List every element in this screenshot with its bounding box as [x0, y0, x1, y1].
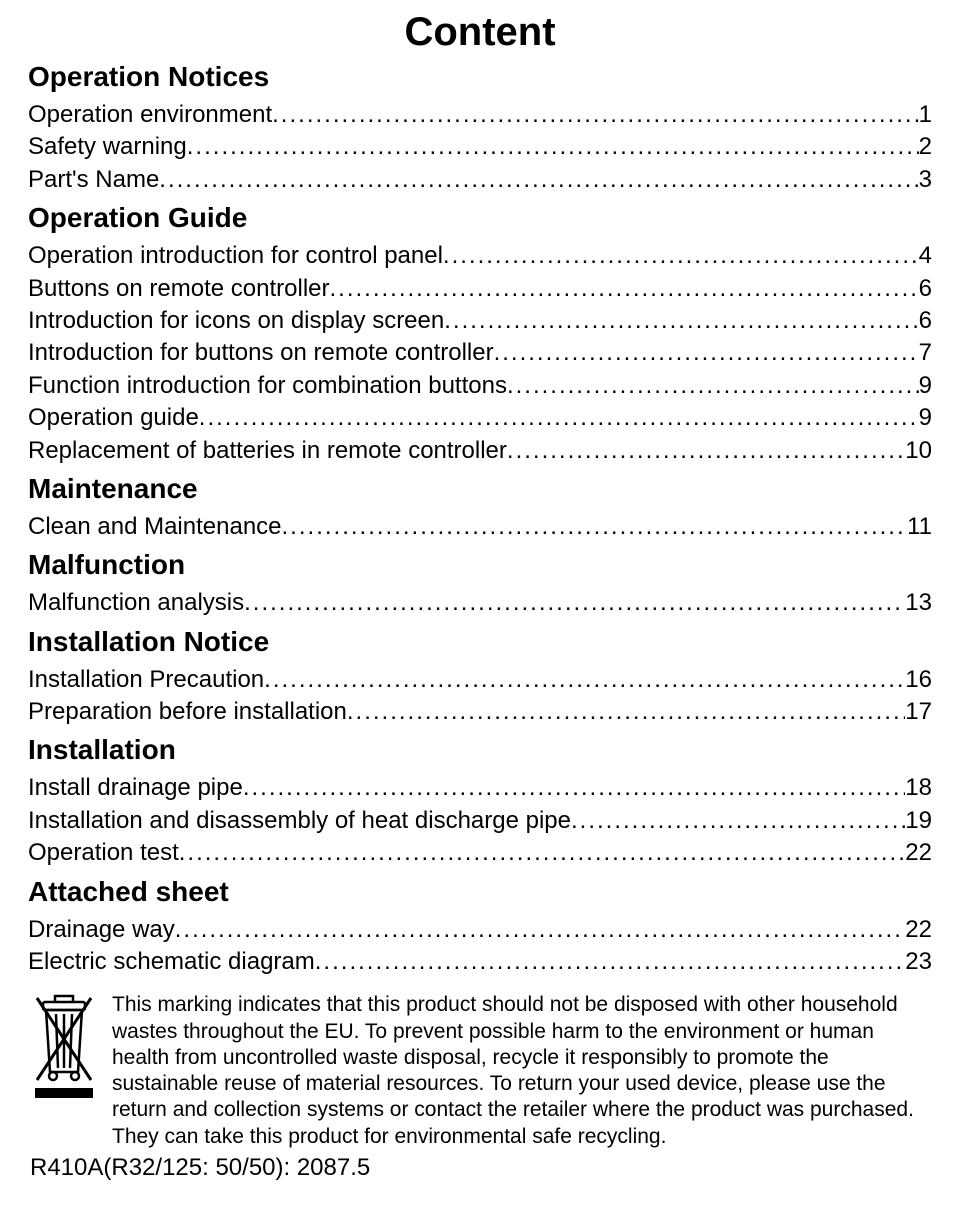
toc-leader	[443, 240, 919, 272]
toc-leader	[175, 914, 906, 946]
toc-page: 17	[905, 696, 932, 728]
toc-page: 9	[919, 370, 932, 402]
toc-page: 1	[919, 99, 932, 131]
toc-entry: Drainage way 22	[28, 914, 932, 946]
weee-notice-block: This marking indicates that this product…	[28, 992, 932, 1150]
toc-leader	[272, 99, 919, 131]
toc-leader	[571, 805, 905, 837]
section-heading: Malfunction	[28, 549, 932, 581]
section-heading: Installation	[28, 734, 932, 766]
toc-leader	[179, 837, 906, 869]
toc-entry: Operation test 22	[28, 837, 932, 869]
toc-page: 10	[905, 435, 932, 467]
toc-page: 6	[919, 273, 932, 305]
toc-label: Malfunction analysis	[28, 587, 244, 619]
toc-page: 11	[907, 511, 932, 543]
toc-leader	[282, 511, 908, 543]
toc-page: 6	[919, 305, 932, 337]
toc-leader	[264, 664, 905, 696]
toc-entry: Install drainage pipe 18	[28, 772, 932, 804]
toc-leader	[199, 402, 919, 434]
toc-label: Buttons on remote controller	[28, 273, 330, 305]
toc-page: 9	[919, 402, 932, 434]
toc-label: Operation guide	[28, 402, 199, 434]
toc-label: Replacement of batteries in remote contr…	[28, 435, 507, 467]
toc-page: 22	[905, 837, 932, 869]
toc-page: 2	[919, 131, 932, 163]
section-heading: Operation Notices	[28, 61, 932, 93]
toc-entry: Buttons on remote controller 6	[28, 273, 932, 305]
toc-label: Introduction for icons on display screen	[28, 305, 444, 337]
toc-entry: Malfunction analysis 13	[28, 587, 932, 619]
section-heading: Installation Notice	[28, 626, 932, 658]
toc-page: 22	[905, 914, 932, 946]
weee-icon	[28, 992, 100, 1102]
toc-leader	[243, 772, 905, 804]
toc-entry: Installation Precaution 16	[28, 664, 932, 696]
toc-page: 13	[905, 587, 932, 619]
toc-label: Operation test	[28, 837, 179, 869]
section-heading: Operation Guide	[28, 202, 932, 234]
toc-entry: Operation environment 1	[28, 99, 932, 131]
toc-label: Operation introduction for control panel	[28, 240, 443, 272]
toc-entry: Function introduction for combination bu…	[28, 370, 932, 402]
toc-entry: Replacement of batteries in remote contr…	[28, 435, 932, 467]
toc-entry: Electric schematic diagram 23	[28, 946, 932, 978]
page-title: Content	[28, 10, 932, 55]
toc-label: Preparation before installation	[28, 696, 347, 728]
toc-label: Clean and Maintenance	[28, 511, 282, 543]
toc-label: Installation and disassembly of heat dis…	[28, 805, 571, 837]
section-heading: Maintenance	[28, 473, 932, 505]
toc-label: Operation environment	[28, 99, 272, 131]
toc-leader	[507, 435, 905, 467]
toc-leader	[507, 370, 919, 402]
toc-page: 7	[919, 337, 932, 369]
toc-page: 16	[905, 664, 932, 696]
toc-leader	[187, 131, 919, 163]
toc-entry: Preparation before installation 17	[28, 696, 932, 728]
toc-page: 18	[905, 772, 932, 804]
toc-leader	[494, 337, 919, 369]
toc-label: Electric schematic diagram	[28, 946, 315, 978]
toc-leader	[159, 164, 918, 196]
toc-entry: Introduction for buttons on remote contr…	[28, 337, 932, 369]
toc-entry: Operation guide 9	[28, 402, 932, 434]
refrigerant-spec: R410A(R32/125: 50/50): 2087.5	[30, 1154, 932, 1182]
toc-label: Function introduction for combination bu…	[28, 370, 507, 402]
toc-leader	[347, 696, 905, 728]
toc-label: Safety warning	[28, 131, 187, 163]
toc-label: Introduction for buttons on remote contr…	[28, 337, 494, 369]
toc-leader	[244, 587, 905, 619]
toc-entry: Operation introduction for control panel…	[28, 240, 932, 272]
toc-page: 19	[905, 805, 932, 837]
toc-label: Drainage way	[28, 914, 175, 946]
toc-entry: Introduction for icons on display screen…	[28, 305, 932, 337]
toc-label: Install drainage pipe	[28, 772, 243, 804]
toc-page: 23	[905, 946, 932, 978]
toc-leader	[444, 305, 918, 337]
weee-notice-text: This marking indicates that this product…	[112, 992, 932, 1150]
toc-entry: Safety warning 2	[28, 131, 932, 163]
toc-leader	[315, 946, 906, 978]
toc-page: 3	[919, 164, 932, 196]
section-heading: Attached sheet	[28, 876, 932, 908]
toc-entry: Part's Name 3	[28, 164, 932, 196]
page: Content Operation Notices Operation envi…	[0, 0, 960, 1226]
toc-entry: Clean and Maintenance 11	[28, 511, 932, 543]
toc-page: 4	[919, 240, 932, 272]
toc-leader	[330, 273, 919, 305]
toc-label: Installation Precaution	[28, 664, 264, 696]
toc-label: Part's Name	[28, 164, 159, 196]
toc-entry: Installation and disassembly of heat dis…	[28, 805, 932, 837]
